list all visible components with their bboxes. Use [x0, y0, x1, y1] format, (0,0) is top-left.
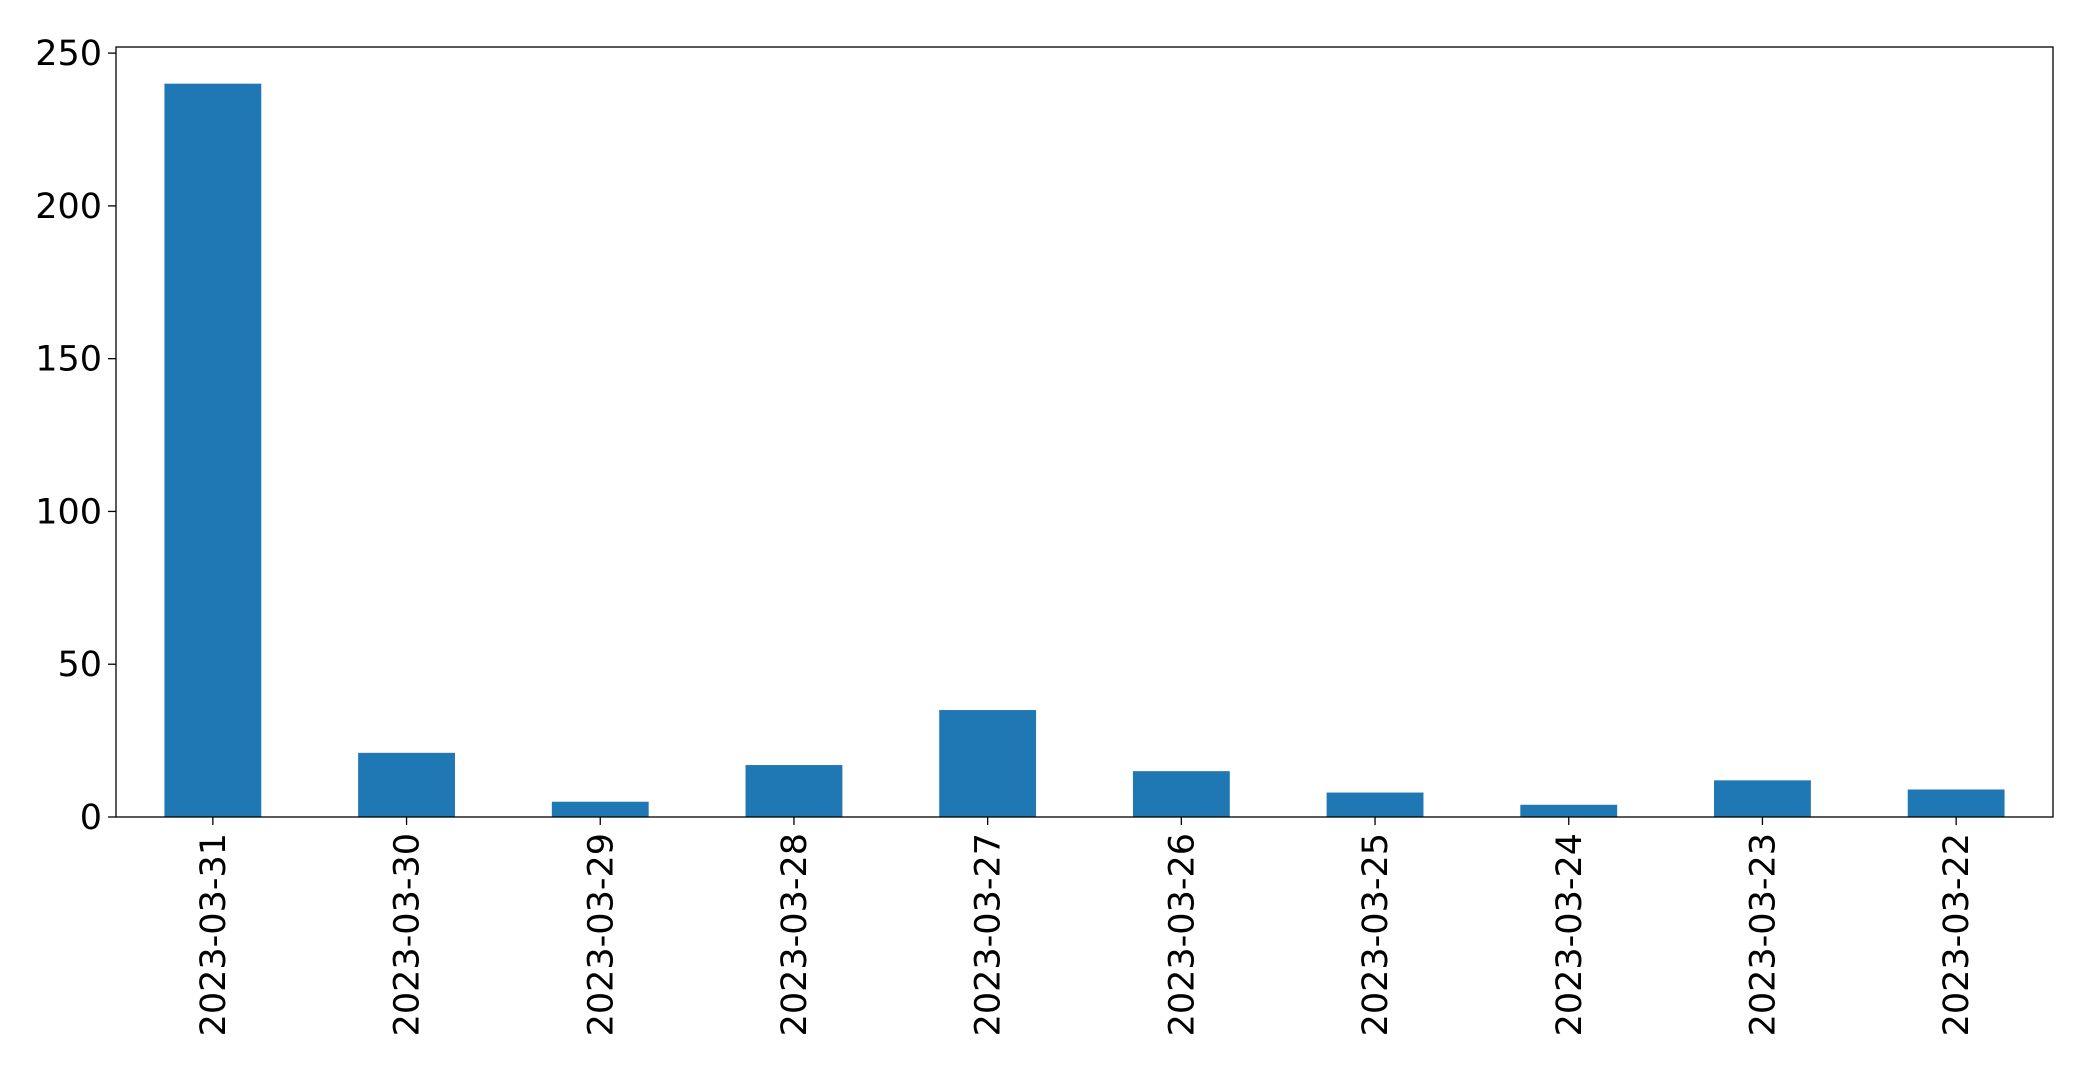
y-tick-label: 250	[35, 34, 102, 74]
x-tick-label: 2023-03-29	[581, 833, 621, 1036]
bar	[1326, 792, 1424, 817]
y-tick-label: 50	[57, 645, 102, 685]
bar	[1132, 771, 1230, 817]
x-tick-label: 2023-03-31	[194, 833, 234, 1036]
y-tick-label: 200	[35, 187, 102, 227]
x-tick-label: 2023-03-23	[1743, 833, 1783, 1036]
bar	[551, 801, 649, 817]
x-tick-label: 2023-03-27	[969, 833, 1009, 1036]
bar	[1714, 780, 1811, 817]
x-tick-label: 2023-03-26	[1162, 833, 1202, 1036]
x-tick-label: 2023-03-30	[388, 833, 428, 1036]
y-tick-label: 150	[35, 340, 102, 380]
bar	[1907, 789, 2005, 817]
bar	[939, 710, 1037, 817]
x-tick-label: 2023-03-22	[1937, 833, 1977, 1036]
bar	[745, 765, 843, 817]
x-tick-label: 2023-03-25	[1356, 833, 1396, 1036]
bar	[1520, 804, 1618, 817]
y-tick-label: 100	[35, 492, 102, 532]
x-tick-label: 2023-03-28	[775, 833, 815, 1036]
y-tick-label: 0	[80, 798, 102, 838]
axes-frame	[115, 46, 2054, 818]
x-tick-label: 2023-03-24	[1550, 833, 1590, 1036]
bar	[164, 83, 262, 817]
bar	[358, 752, 455, 817]
